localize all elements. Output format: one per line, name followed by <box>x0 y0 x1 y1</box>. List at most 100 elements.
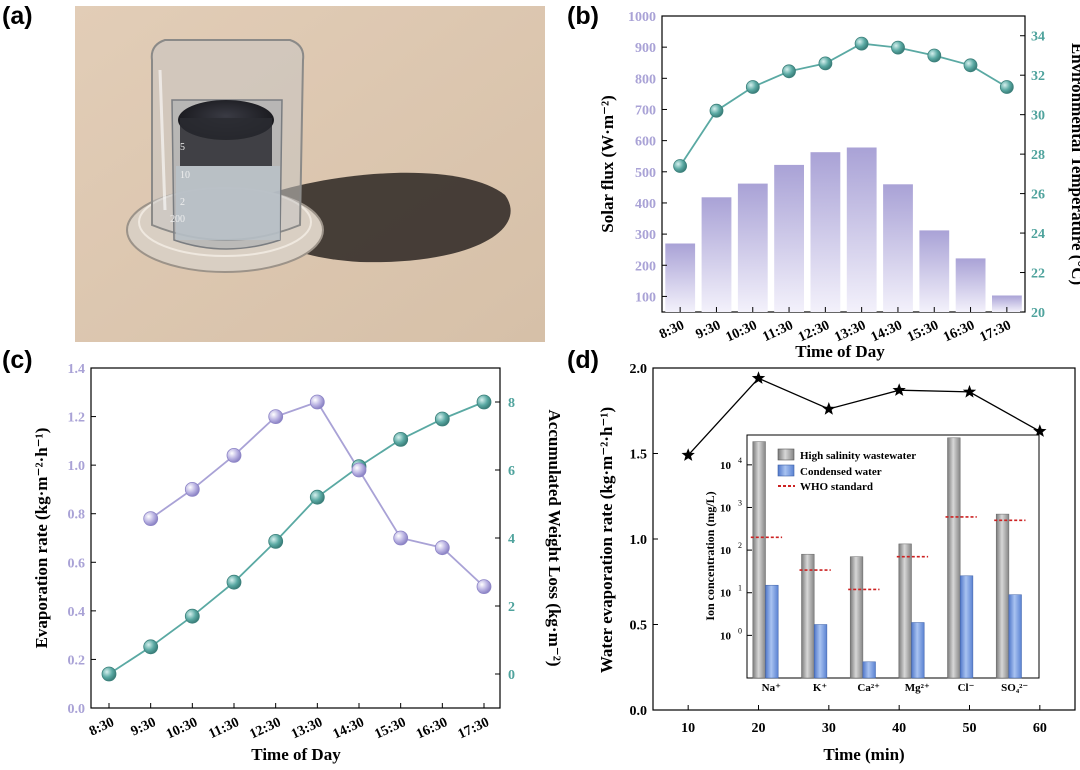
tick-label-left-7: 800 <box>635 72 656 87</box>
tick-label-left-8: 900 <box>635 41 656 56</box>
point-evaporation-rate-6 <box>351 462 367 478</box>
tick-label-x-1: 20 <box>752 721 766 736</box>
inset-tick-label-2: 10 <box>720 545 732 557</box>
point-weight-loss-9 <box>476 394 492 410</box>
bar-wastewater-5 <box>995 513 1010 679</box>
bar-condensed-1 <box>813 624 828 679</box>
star-point-3 <box>892 383 906 396</box>
tick-label-x-2: 30 <box>822 721 836 736</box>
point-temperature-6 <box>891 40 905 55</box>
bar-solar-flux-7 <box>919 230 950 312</box>
legend-swatch-condensed <box>777 464 795 477</box>
tick-label-y-0: 0.0 <box>630 704 648 719</box>
photo-background <box>75 6 545 342</box>
panel-c-ylabel-right: Accumulated Weight Loss (kg·m⁻²) <box>545 410 564 667</box>
tick-label-left-1: 200 <box>635 259 656 274</box>
panel-label-c: (c) <box>2 346 33 374</box>
photo-beaker: 5 10 2 200 <box>75 6 545 342</box>
tick-label-left-3: 0.6 <box>68 556 86 571</box>
inset-y-axis: 10 0 10 1 10 2 10 3 10 4 <box>720 456 752 642</box>
bar-condensed-0 <box>765 584 779 679</box>
beaker-mark-2: 10 <box>180 170 190 181</box>
inset-category-3: Mg²⁺ <box>905 682 930 694</box>
bar-solar-flux-1 <box>701 197 732 312</box>
point-temperature-3 <box>782 64 796 79</box>
beaker-mark-4: 200 <box>170 214 185 225</box>
tick-label-x-4: 50 <box>963 721 977 736</box>
bar-wastewater-2 <box>849 556 864 679</box>
tick-label-right-4: 28 <box>1031 148 1045 163</box>
tick-label-right-1: 2 <box>508 600 515 615</box>
tick-label-y-2: 1.0 <box>630 533 648 548</box>
inset-category-5: SO₄²⁻ <box>1001 682 1028 694</box>
bar-wastewater-0 <box>752 441 766 679</box>
panel-c-lines <box>101 394 492 682</box>
tick-label-left-3: 400 <box>635 197 656 212</box>
inset-tick-label-3: 10 <box>720 502 732 514</box>
point-temperature-5 <box>854 36 869 51</box>
inset-tick-label-0: 10 <box>720 630 732 642</box>
beaker-highlight <box>158 69 167 211</box>
tick-label-right-7: 34 <box>1031 30 1045 45</box>
point-temperature-7 <box>927 48 942 63</box>
point-evaporation-rate-5 <box>309 394 325 410</box>
tick-label-right-3: 6 <box>508 464 515 479</box>
inset-tick-exp-1: 1 <box>738 584 742 593</box>
point-evaporation-rate-1 <box>143 511 159 526</box>
bar-solar-flux-0 <box>665 243 696 312</box>
panel-b-plot-frame <box>661 15 1026 313</box>
panel-b-x-axis: 8:30 9:30 10:30 11:30 12:30 13:30 14:30 15:30 16… <box>657 307 1013 345</box>
point-temperature-8 <box>963 58 978 73</box>
tick-label-left-4: 0.8 <box>68 508 86 523</box>
legend-swatch-wastewater <box>777 448 795 461</box>
panel-d-y-axis: 0.0 0.5 1.0 1.5 2.0 <box>630 362 658 719</box>
panel-label-d: (d) <box>567 346 599 374</box>
bar-wastewater-3 <box>898 543 912 679</box>
bar-solar-flux-5 <box>846 147 877 312</box>
tick-label-x-5: 60 <box>1033 721 1047 736</box>
tick-label-left-7: 1.4 <box>68 362 86 377</box>
legend-label-condensed: Condensed water <box>800 466 882 478</box>
point-temperature-2 <box>745 80 760 94</box>
bar-solar-flux-6 <box>883 184 913 312</box>
tick-label-x-3: 40 <box>892 721 906 736</box>
line-environmental-temperature <box>679 42 1008 167</box>
tick-label-x-2: 10:30 <box>164 715 200 742</box>
panel-b-ylabel-left: Solar flux (W·m⁻²) <box>598 95 617 232</box>
inset-category-1: K⁺ <box>813 682 828 694</box>
tick-label-y-3: 1.5 <box>630 448 648 463</box>
inset-category-4: Cl⁻ <box>958 682 975 694</box>
tick-label-y-1: 0.5 <box>630 619 648 634</box>
panel-b-line <box>673 36 1014 173</box>
bar-solar-flux-4 <box>810 152 841 312</box>
tick-label-right-0: 0 <box>508 668 515 683</box>
inset-tick-exp-2: 2 <box>738 541 742 550</box>
point-weight-loss-4 <box>268 534 284 549</box>
chart-panel-b: 100 200 300 400 500 600 700 800 900 1000 20 22 24 26… <box>598 10 1080 361</box>
panel-c-left-axis: 0.0 0.2 0.4 0.6 0.8 1.0 1.2 1.4 <box>68 362 96 717</box>
inset-tick-label-4: 10 <box>720 460 732 472</box>
point-weight-loss-8 <box>434 411 450 427</box>
panel-b-bars <box>665 147 1022 312</box>
beaker-mark-3: 2 <box>180 197 185 208</box>
star-point-5 <box>1033 424 1047 437</box>
point-evaporation-rate-2 <box>184 481 200 497</box>
line-water-evaporation-rate <box>687 377 1041 456</box>
legend-label-who: WHO standard <box>800 481 873 493</box>
panel-b-ylabel-right: Environmental Temperature (°C) <box>1068 43 1080 285</box>
bar-condensed-5 <box>1008 594 1022 679</box>
point-temperature-4 <box>818 56 833 71</box>
panel-c-xlabel: Time of Day <box>251 745 341 764</box>
tick-label-x-9: 17:30 <box>456 715 492 742</box>
tick-label-right-6: 32 <box>1031 69 1045 84</box>
bar-condensed-4 <box>959 575 974 679</box>
tick-label-y-4: 2.0 <box>630 362 648 377</box>
absorber-body <box>180 118 272 166</box>
panel-b-left-axis: 100 200 300 400 500 600 700 800 900 1000 <box>628 10 667 305</box>
inset-tick-exp-3: 3 <box>738 498 742 507</box>
tick-label-left-5: 1.0 <box>68 459 86 474</box>
inset-category-2: Ca²⁺ <box>857 682 880 694</box>
tick-label-right-3: 26 <box>1031 188 1045 203</box>
